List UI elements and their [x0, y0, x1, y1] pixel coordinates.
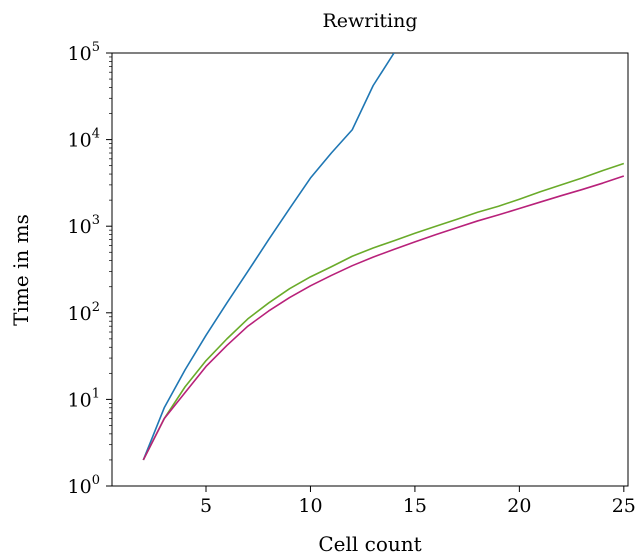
y-tick-label: 104 [68, 127, 100, 152]
x-tick-label: 5 [200, 495, 212, 517]
series-line-3 [142, 175, 625, 461]
y-tick-label: 100 [68, 473, 100, 498]
y-axis-label: Time in ms [9, 214, 33, 326]
x-tick-label: 20 [507, 495, 531, 517]
x-tick-label: 25 [612, 495, 636, 517]
x-tick-label: 15 [403, 495, 427, 517]
x-tick-label: 10 [298, 495, 322, 517]
chart-title: Rewriting [322, 10, 417, 32]
y-tick-label: 105 [68, 40, 100, 65]
series-line-2 [142, 162, 625, 461]
series-group [142, 53, 625, 461]
y-tick-label: 102 [68, 300, 100, 325]
plot-axes: 5 10 15 20 25 100 101 102 103 104 105 [68, 40, 636, 517]
x-axis-label: Cell count [318, 532, 421, 556]
y-tick-label: 101 [68, 386, 100, 411]
series-line-1 [142, 53, 395, 461]
plot-frame [111, 52, 629, 487]
y-tick-label: 103 [68, 213, 100, 238]
